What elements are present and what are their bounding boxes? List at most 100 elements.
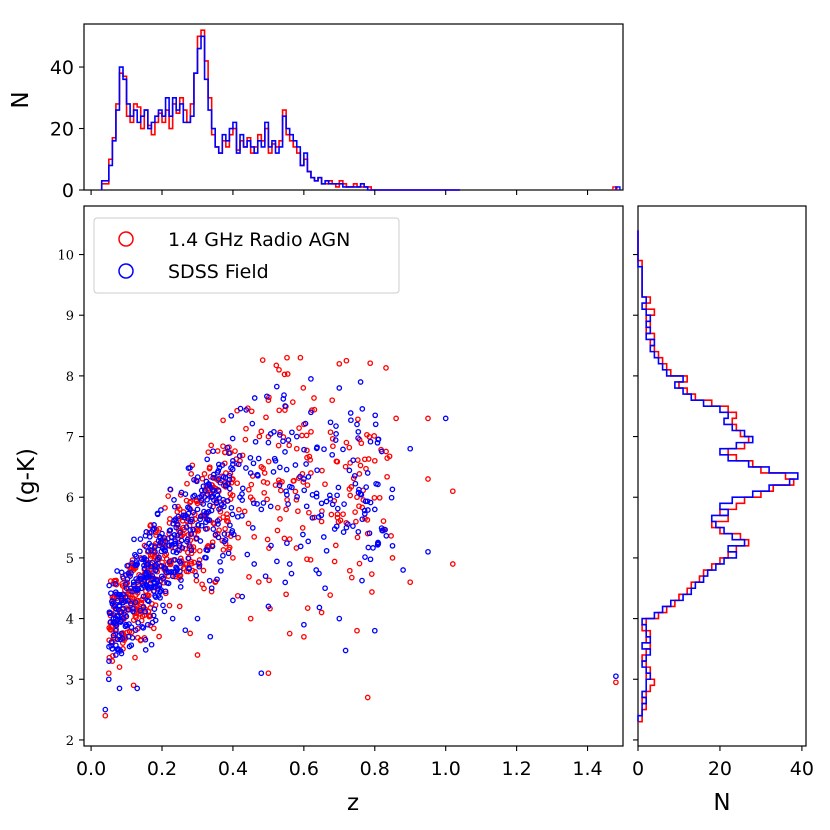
scatter-point-1-161 [208,507,215,514]
scatter-point-1-162 [292,462,299,468]
scatter-point-1-458 [228,529,235,536]
scatter-point-0-322 [300,479,307,485]
top-ytick-label: 0 [62,180,74,202]
scatter-point-1-557 [149,559,156,566]
scatter-xtick-label: 1.2 [502,758,532,780]
scatter-point-1-276 [327,419,334,426]
scatter-point-1-27 [247,470,254,476]
scatter-point-0-493 [246,574,252,580]
scatter-point-0-562 [335,518,342,525]
scatter-point-1-52 [265,603,272,610]
scatter-point-1-565 [268,542,274,549]
scatter-point-0-50 [194,652,201,658]
scatter-point-1-354 [361,507,368,514]
scatter-point-1-307 [151,522,157,528]
scatter-point-0-484 [106,654,113,661]
top-ytick-label: 40 [50,57,74,79]
scatter-point-1-62 [357,379,364,385]
scatter-point-1-477 [190,509,197,516]
scatter-point-1-240 [362,554,368,560]
scatter-point-1-513 [143,582,150,588]
scatter-point-1-572 [198,522,205,529]
scatter-point-1-577 [132,551,138,558]
scatter-point-1-33 [301,476,307,482]
scatter-point-1-314 [114,597,121,604]
scatter-point-1-441 [243,465,249,471]
scatter-point-0-540 [290,478,297,484]
scatter-point-1-518 [148,584,155,590]
scatter-point-1-403 [198,487,205,494]
scatter-point-1-380 [267,503,274,510]
scatter-point-1-328 [161,608,168,615]
scatter-point-1-478 [237,405,244,412]
scatter-point-0-487 [184,480,190,487]
scatter-point-1-546 [224,498,231,504]
scatter-point-1-40 [364,470,371,476]
scatter-point-1-32 [293,433,300,440]
scatter-point-1-104 [282,579,289,586]
scatter-point-1-67 [171,503,178,510]
scatter-point-1-42 [389,542,396,549]
scatter-point-0-583 [364,517,371,523]
scatter-point-1-564 [115,612,121,619]
scatter-point-0-178 [307,556,314,563]
scatter-point-1-414 [186,505,193,512]
scatter-point-1-370 [361,510,368,517]
scatter-point-0-36 [329,397,336,404]
scatter-point-0-551 [329,435,336,442]
scatter-point-0-270 [273,362,280,369]
scatter-point-0-95 [208,442,215,449]
scatter-point-0-290 [274,527,281,534]
scatter-point-1-500 [264,393,270,400]
scatter-point-0-415 [371,494,378,501]
scatter-point-0-420 [277,487,284,494]
top-y-axis-label: N [8,91,34,108]
scatter-point-1-312 [239,497,246,503]
legend-marker-radio [118,231,134,247]
scatter-point-1-114 [303,461,309,467]
scatter-point-1-568 [280,396,287,402]
scatter-ytick-label: 4 [66,613,74,628]
scatter-point-1-480 [171,532,178,538]
scatter-point-1-554 [362,498,369,505]
scatter-point-0-46 [449,561,456,567]
scatter-point-0-180 [249,496,256,503]
scatter-xtick-label: 0.4 [218,758,248,780]
scatter-ytick-label: 8 [66,370,74,385]
scatter-point-1-167 [214,518,221,524]
top-hist-outlier-radio-0 [612,186,618,190]
scatter-ytick-label: 3 [66,673,74,688]
scatter-point-1-301 [355,428,362,435]
scatter-point-0-282 [332,542,339,549]
scatter-point-1-491 [151,588,157,594]
scatter-point-0-565 [369,589,375,595]
scatter-point-1-462 [137,607,144,614]
scatter-point-0-328 [296,425,302,431]
scatter-point-0-188 [245,486,252,493]
scatter-point-0-234 [248,481,255,488]
scatter-point-0-472 [166,520,173,526]
scatter-point-1-396 [173,549,180,556]
scatter-point-0-570 [175,503,181,510]
scatter-point-0-377 [353,518,359,525]
scatter-point-1-511 [204,496,210,503]
scatter-point-1-224 [367,499,374,506]
scatter-point-1-526 [226,476,233,483]
scatter-point-1-492 [172,557,178,563]
scatter-point-0-394 [299,432,305,439]
scatter-point-1-238 [130,608,136,615]
scatter-point-1-44 [425,548,431,555]
scatter-point-1-1 [105,676,112,683]
scatter-point-0-324 [311,395,317,401]
scatter-point-1-138 [352,480,359,487]
scatter-point-1-65 [322,585,328,592]
scatter-point-1-535 [214,576,220,583]
scatter-point-1-481 [379,527,385,534]
scatter-point-1-555 [117,636,124,643]
right-x-axis-label: N [713,790,730,816]
scatter-point-1-83 [297,473,303,480]
scatter-point-0-88 [208,588,215,595]
scatter-point-1-304 [146,540,153,547]
scatter-point-0-163 [224,511,230,517]
scatter-point-0-296 [354,457,361,463]
